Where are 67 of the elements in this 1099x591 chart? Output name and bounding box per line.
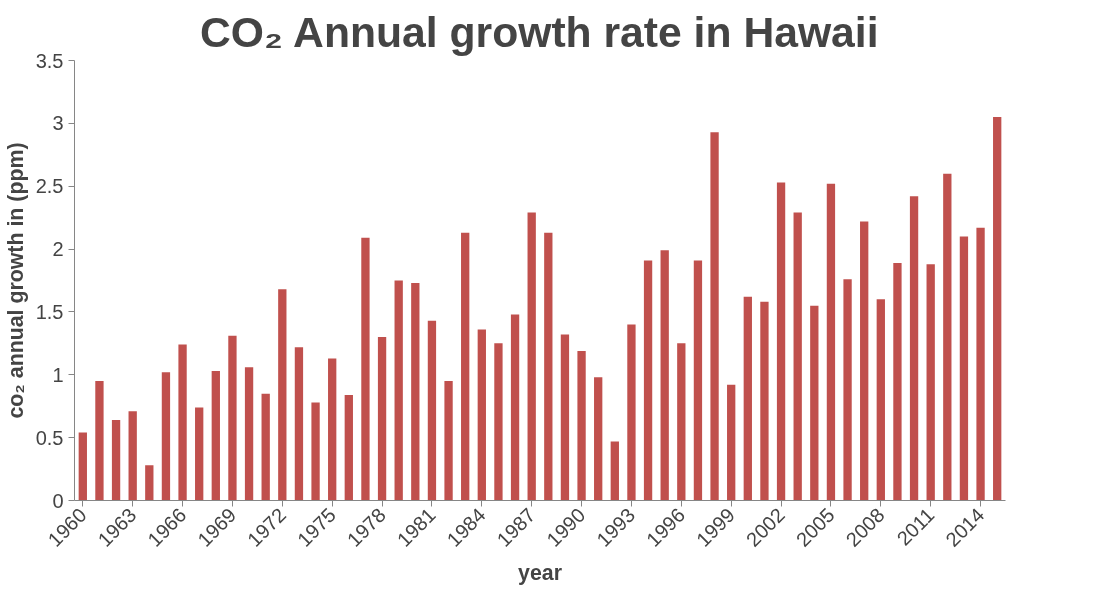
bar [377,337,387,501]
bar [677,343,686,501]
bar [643,260,653,501]
bar [211,371,220,501]
bar [760,301,769,501]
bar [411,283,420,501]
bar [461,232,470,501]
y-tick-label: 0.5 [35,426,64,449]
bar [993,117,1002,501]
bar [776,182,786,501]
bar [959,236,969,501]
bar [494,343,503,501]
bar [394,280,403,501]
bar [161,372,171,501]
bar [261,393,270,501]
bar [328,358,337,501]
bar [693,260,703,501]
bar [278,289,287,501]
bar [826,183,836,501]
bar [627,324,636,501]
bar [743,296,752,501]
bar [843,279,852,501]
bar [660,250,669,501]
bar [926,264,935,501]
y-axis-title: co₂ annual growth in (ppm) [3,142,28,419]
y-tick-label: 3 [52,112,64,135]
bar [943,173,952,501]
y-tick-label: 3.5 [35,49,64,72]
x-axis-title: year [518,560,562,585]
y-tick-label: 2.5 [35,175,64,198]
y-tick-label: 1 [52,363,64,386]
bar [909,196,919,501]
bar [527,212,536,501]
bar [577,350,586,501]
bar [810,305,819,501]
bar [311,402,320,501]
bar [78,432,87,501]
y-tick-label: 0 [52,489,64,512]
bar [95,381,104,501]
chart-title: CO₂ Annual growth rate in Hawaii [199,7,879,56]
bar [145,465,154,501]
bar [178,344,187,501]
bar [860,221,869,501]
bar [344,394,353,501]
bar [361,237,370,501]
bar [976,227,985,501]
bar [876,299,885,501]
bar [128,411,137,501]
bar [244,367,254,501]
bar [610,441,619,501]
bar [195,407,204,501]
bar [427,320,437,501]
bar [510,314,520,501]
bar [727,384,736,501]
bar [793,212,802,501]
bar [710,132,719,501]
bar [228,335,237,501]
bar [444,381,453,501]
y-tick-label: 2 [52,238,64,261]
bar [544,232,553,501]
bar [594,377,603,501]
bar [893,262,902,501]
bar [294,347,304,501]
bar [111,420,121,501]
bar [477,329,486,501]
y-tick-label: 1.5 [35,300,64,323]
bar [560,334,570,501]
